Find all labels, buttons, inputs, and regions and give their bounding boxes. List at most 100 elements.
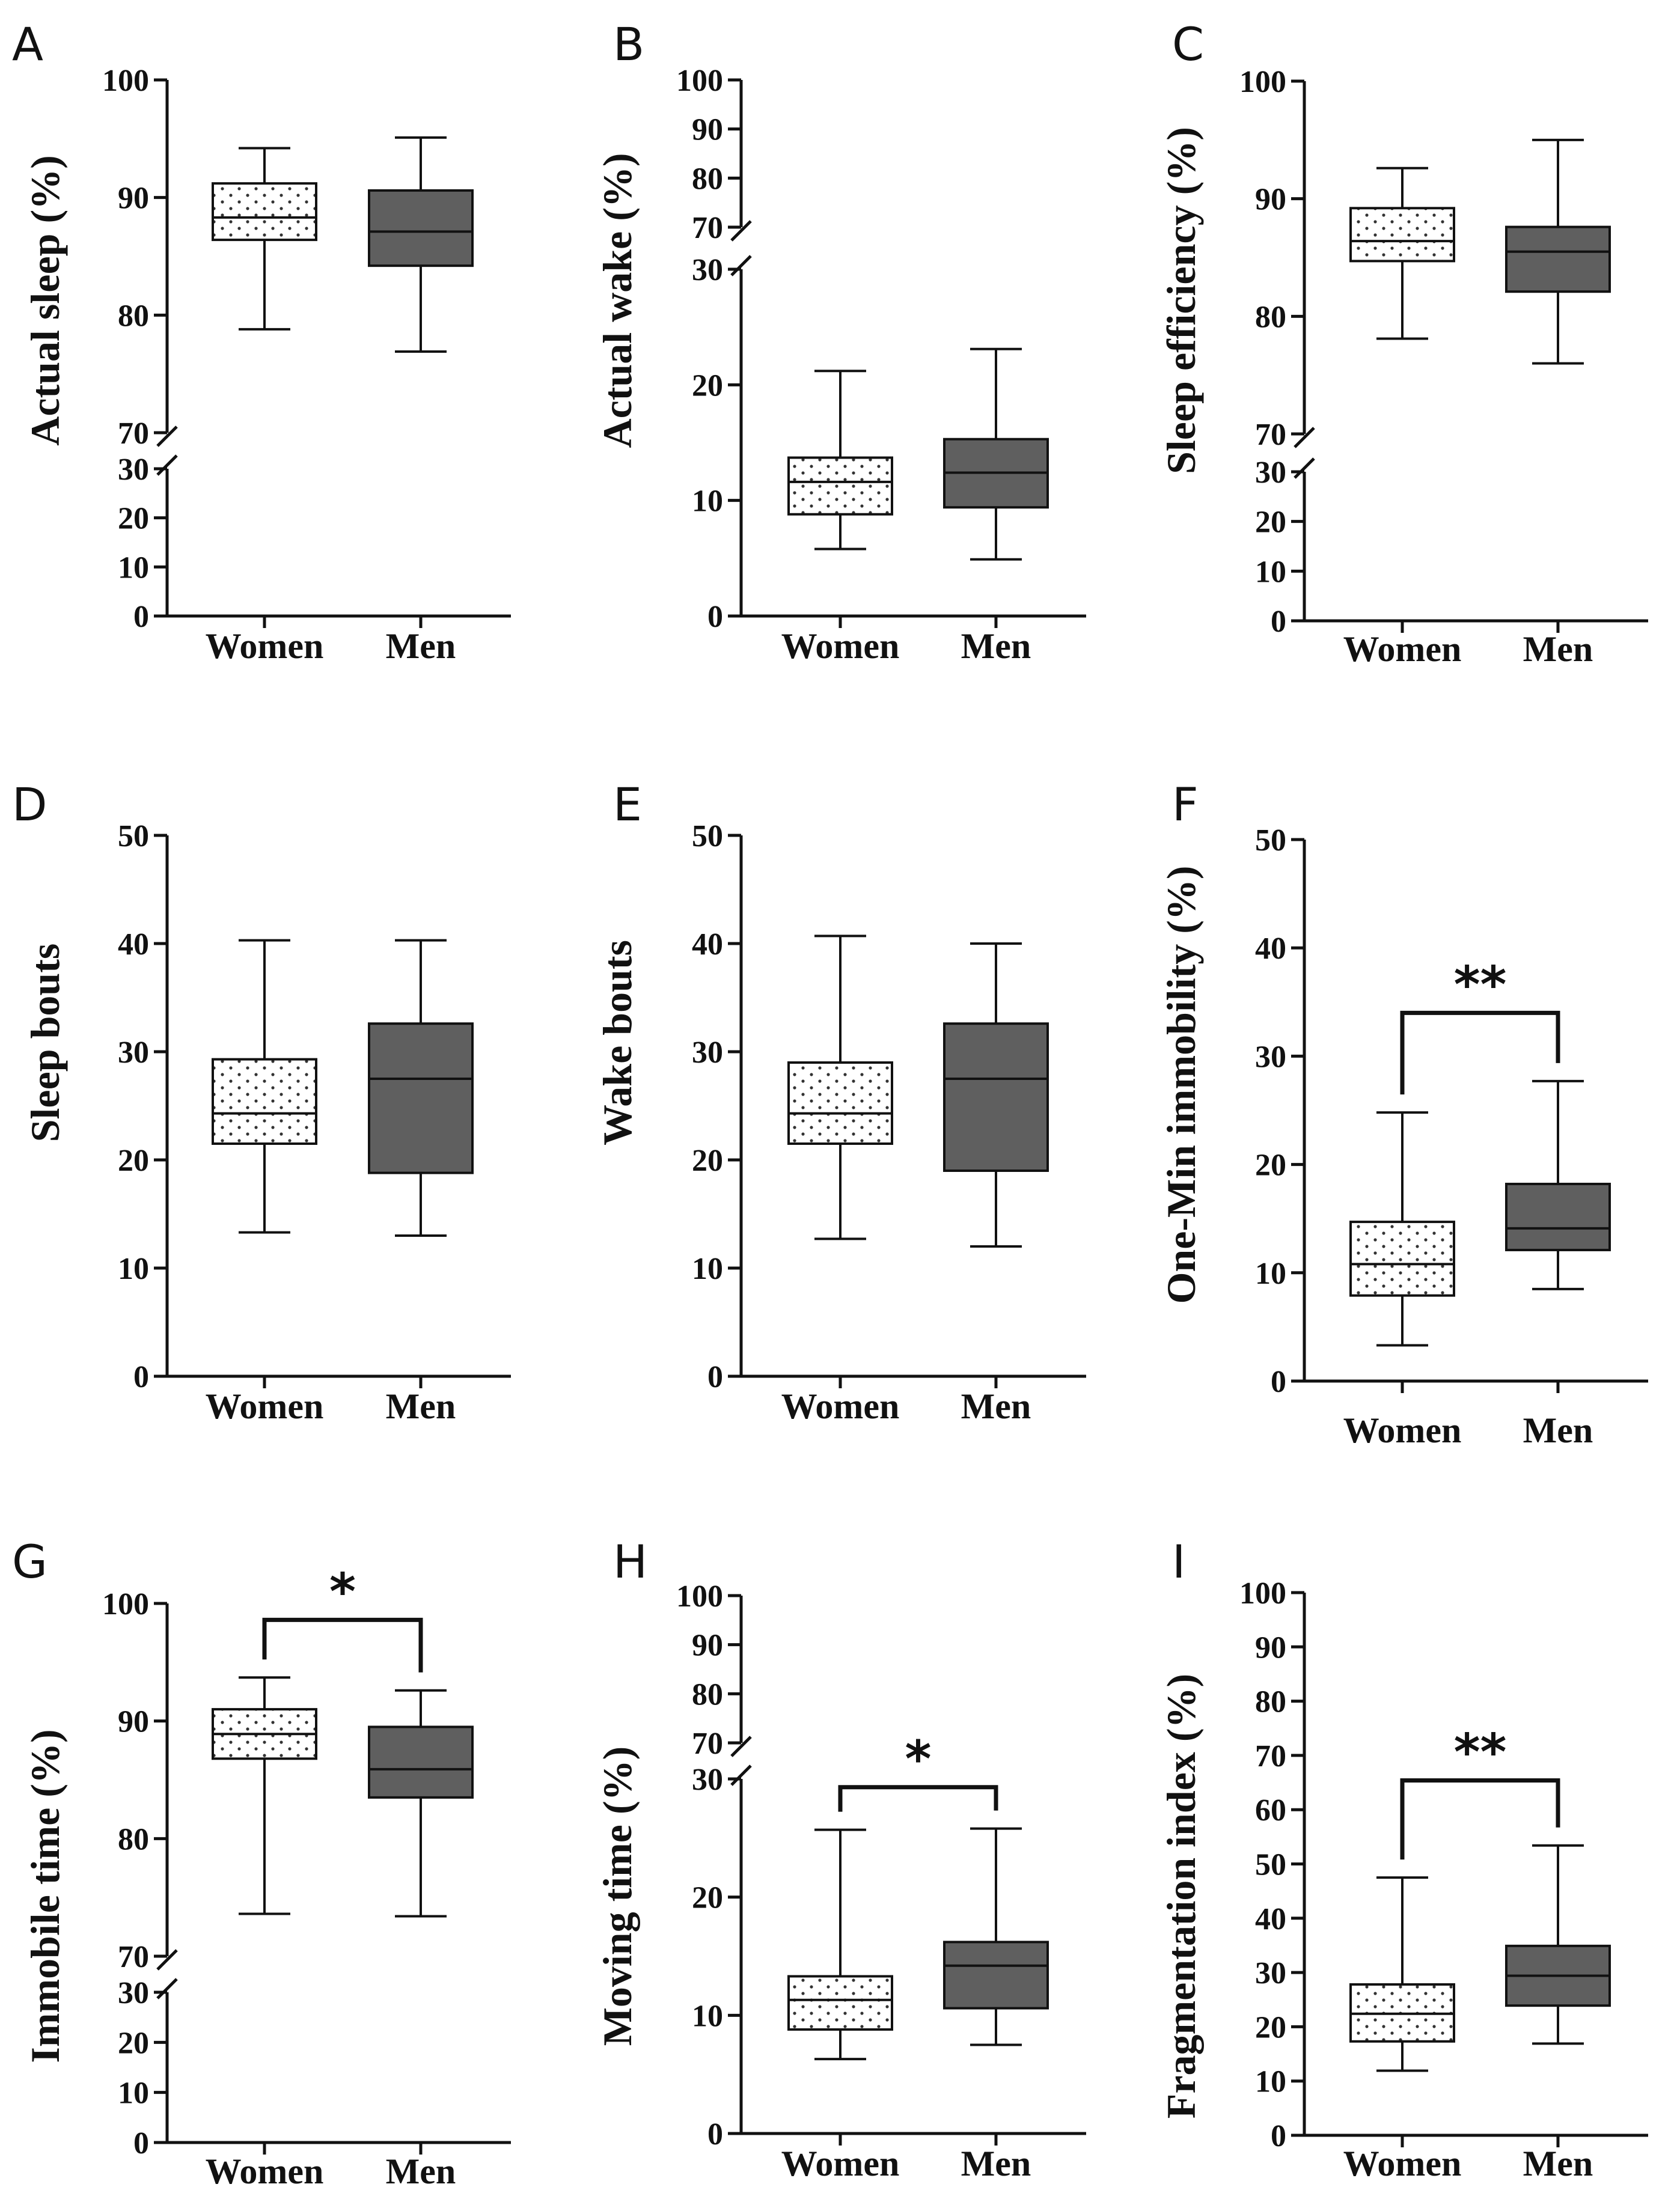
y-tick-label: 80 [118, 1822, 149, 1856]
box-men [368, 1689, 474, 1918]
box-men [943, 347, 1049, 561]
y-tick-label: 20 [1255, 2010, 1286, 2045]
x-tick-label-women: Women [781, 626, 900, 666]
y-axis-label: Actual wake (%) [594, 153, 640, 448]
y-tick-label: 20 [118, 1144, 149, 1178]
y-tick-label: 30 [692, 1035, 723, 1070]
bracket-line [262, 1617, 423, 1673]
y-tick-label: 10 [692, 1252, 723, 1286]
y-tick-label: 10 [1255, 555, 1286, 589]
y-tick-label: 10 [1255, 1257, 1286, 1291]
y-tick-label: 0 [1271, 2119, 1286, 2153]
y-tick-label: 0 [707, 2117, 723, 2152]
y-tick-label: 30 [692, 253, 723, 287]
x-tick-label-men: Men [386, 2152, 456, 2191]
box-iqr [787, 1975, 893, 2031]
bracket-line [838, 1785, 998, 1812]
y-tick-label: 100 [1239, 65, 1286, 99]
x-tick-label-men: Men [1523, 1411, 1593, 1450]
box-iqr [1505, 1183, 1611, 1251]
y-tick-label: 90 [1255, 1630, 1286, 1665]
y-tick-label: 20 [692, 1881, 723, 1915]
box-women [787, 935, 893, 1240]
y-tick-label: 70 [1255, 1739, 1286, 1774]
y-tick-label: 20 [118, 502, 149, 536]
panel-letter: I [1172, 1535, 1185, 1588]
box-women [1349, 1876, 1455, 2072]
y-tick-label: 40 [118, 927, 149, 962]
panel-G: G Immobile time (%) 70 80 90 100 0 10 20 30 Women M… [12, 1535, 511, 2191]
panel-A: A Actual sleep (%) 70 80 90 100 0 10 20 30 Women Me… [12, 17, 511, 666]
y-tick-label: 100 [1239, 1576, 1286, 1611]
y-tick-label: 80 [1255, 300, 1286, 334]
y-tick-label: 50 [1255, 1848, 1286, 1882]
box-iqr [787, 456, 893, 516]
y-tick-label: 20 [692, 1144, 723, 1178]
x-tick-label-men: Men [961, 1386, 1031, 1426]
y-tick-label: 100 [102, 64, 149, 98]
box-iqr [368, 1022, 474, 1174]
significance-label: ** [1454, 955, 1507, 1014]
x-tick-label-women: Women [781, 2144, 900, 2183]
x-tick-label-women: Women [1343, 629, 1462, 669]
y-tick-label: 50 [118, 819, 149, 853]
y-tick-label: 80 [118, 299, 149, 333]
box-women [1349, 1111, 1455, 1347]
y-tick-label: 20 [118, 2026, 149, 2060]
y-tick-label: 100 [102, 1587, 149, 1621]
box-iqr [943, 1941, 1049, 2010]
x-tick-label-men: Men [1523, 2144, 1593, 2183]
y-tick-label: 90 [1255, 183, 1286, 217]
y-tick-label: 10 [118, 551, 149, 585]
y-tick-label: 100 [676, 64, 723, 98]
box-iqr [943, 1022, 1049, 1172]
y-tick-label: 20 [1255, 505, 1286, 540]
significance-bracket: ** [1400, 955, 1560, 1095]
box-men [368, 939, 474, 1237]
y-tick-label: 70 [692, 211, 723, 245]
y-tick-label: 10 [1255, 2065, 1286, 2099]
y-tick-label: 10 [118, 2076, 149, 2111]
box-iqr [1349, 207, 1455, 263]
panel-H: H Moving time (%) 70 80 90 100 0 10 20 30 Women Men… [594, 1535, 1086, 2183]
box-men [943, 1827, 1049, 2046]
y-tick-label: 50 [1255, 823, 1286, 858]
y-tick-label: 0 [133, 600, 149, 634]
box-women [787, 1828, 893, 2061]
box-men [1505, 1079, 1611, 1290]
y-tick-label: 20 [1255, 1148, 1286, 1183]
box-men [1505, 138, 1611, 365]
y-tick-label: 60 [1255, 1793, 1286, 1828]
y-axis-label: Fragmentation index (%) [1158, 1674, 1204, 2118]
y-tick-label: 30 [118, 1035, 149, 1070]
axis-break-mark [1294, 457, 1315, 479]
axis-break-mark [730, 255, 752, 276]
y-tick-label: 90 [692, 113, 723, 147]
box-iqr [368, 1725, 474, 1799]
axis-break-mark [156, 454, 178, 476]
box-women [1349, 166, 1455, 340]
x-tick-label-men: Men [961, 2144, 1031, 2183]
box-men [943, 942, 1049, 1248]
y-tick-label: 10 [118, 1252, 149, 1286]
box-men [368, 136, 474, 353]
y-axis-label: Sleep efficiency (%) [1158, 127, 1204, 474]
y-tick-label: 50 [692, 819, 723, 853]
y-tick-label: 70 [118, 416, 149, 451]
y-tick-label: 90 [692, 1629, 723, 1663]
y-tick-label: 30 [118, 453, 149, 487]
box-women [212, 939, 317, 1234]
y-tick-label: 40 [692, 927, 723, 962]
y-tick-label: 30 [692, 1763, 723, 1797]
panel-letter: D [12, 778, 47, 831]
y-axis-label: Sleep bouts [22, 944, 68, 1142]
x-tick-label-women: Women [206, 626, 324, 666]
panel-letter: H [613, 1535, 647, 1588]
y-axis-label: One-Min immobility (%) [1158, 865, 1204, 1304]
panel-F: F One-Min immobility (%) 0 10 20 30 40 50 Women M… [1158, 778, 1648, 1450]
box-women [212, 147, 317, 331]
panel-letter: E [613, 778, 642, 831]
y-tick-label: 0 [1271, 1365, 1286, 1399]
x-tick-label-women: Women [206, 2152, 324, 2191]
